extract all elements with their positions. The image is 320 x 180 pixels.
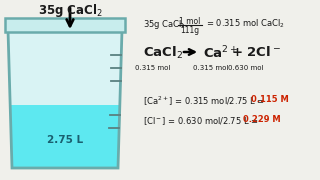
- Text: 0.630 mol: 0.630 mol: [228, 65, 264, 71]
- Text: CaCl$_2$: CaCl$_2$: [143, 45, 183, 61]
- Polygon shape: [8, 30, 122, 105]
- Text: 0.315 mol: 0.315 mol: [193, 65, 229, 71]
- Polygon shape: [10, 105, 120, 168]
- Text: [Cl$^-$] = 0.630 mol/2.75 L =: [Cl$^-$] = 0.630 mol/2.75 L =: [143, 115, 260, 127]
- Text: + 2Cl$^-$: + 2Cl$^-$: [231, 45, 281, 59]
- Text: = 0.315 mol CaCl$_2$: = 0.315 mol CaCl$_2$: [206, 18, 285, 30]
- Text: 35g CaCl$_2$: 35g CaCl$_2$: [38, 2, 102, 19]
- Text: [Ca$^{2+}$] = 0.315 mol/2.75 L =: [Ca$^{2+}$] = 0.315 mol/2.75 L =: [143, 95, 266, 108]
- Text: 2.75 L: 2.75 L: [47, 135, 83, 145]
- Text: 0.115 M: 0.115 M: [251, 95, 289, 104]
- Text: 1 mol: 1 mol: [179, 17, 201, 26]
- Text: Ca$^{2+}$: Ca$^{2+}$: [203, 45, 238, 62]
- Polygon shape: [5, 18, 125, 32]
- Text: 0.315 mol: 0.315 mol: [135, 65, 171, 71]
- Text: 0.229 M: 0.229 M: [243, 115, 281, 124]
- Text: 35g CaCl$_2$: 35g CaCl$_2$: [143, 18, 186, 31]
- Text: 111g: 111g: [180, 26, 200, 35]
